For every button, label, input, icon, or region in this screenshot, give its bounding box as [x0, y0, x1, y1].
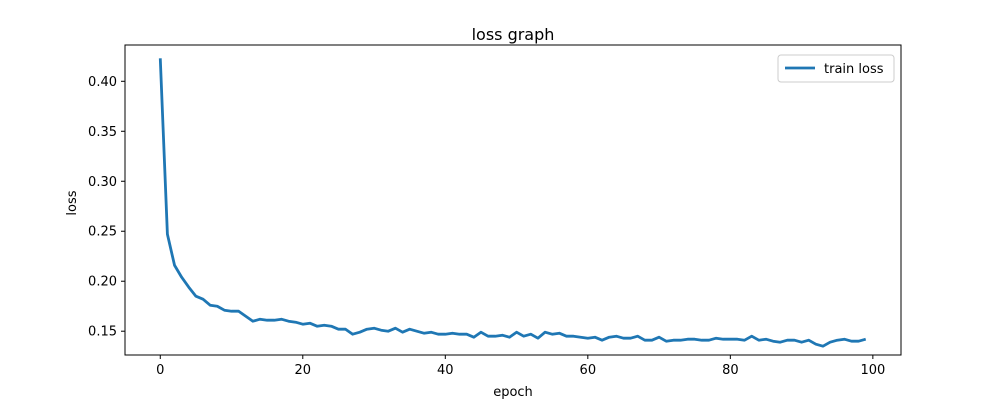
- legend-box: [777, 54, 895, 83]
- y-tick-label: 0.30: [88, 175, 117, 190]
- x-tick-label: 20: [295, 363, 312, 378]
- y-tick-label: 0.20: [88, 275, 117, 290]
- axes-frame: [124, 44, 902, 356]
- y-axis-label: loss: [65, 190, 80, 215]
- chart-title: loss graph: [472, 25, 555, 44]
- x-tick-label: 0: [156, 363, 164, 378]
- y-axis-ticks: 0.15 0.20 0.25 0.30 0.35 0.40: [88, 75, 125, 340]
- legend: train loss: [777, 54, 895, 83]
- plot-area: [158, 58, 867, 348]
- y-tick-label: 0.35: [88, 125, 117, 140]
- x-axis-label: epoch: [493, 385, 533, 400]
- y-tick-label: 0.25: [88, 225, 117, 240]
- x-tick-label: 100: [860, 363, 885, 378]
- train-loss-series-line: [158, 58, 867, 348]
- x-tick-label: 80: [722, 363, 739, 378]
- x-tick-label: 60: [580, 363, 597, 378]
- legend-label-train-loss: train loss: [824, 62, 884, 77]
- y-tick-label: 0.15: [88, 325, 117, 340]
- y-tick-label: 0.40: [88, 75, 117, 90]
- x-tick-label: 40: [437, 363, 454, 378]
- x-axis-ticks: 0 20 40 60 80 100: [156, 355, 885, 378]
